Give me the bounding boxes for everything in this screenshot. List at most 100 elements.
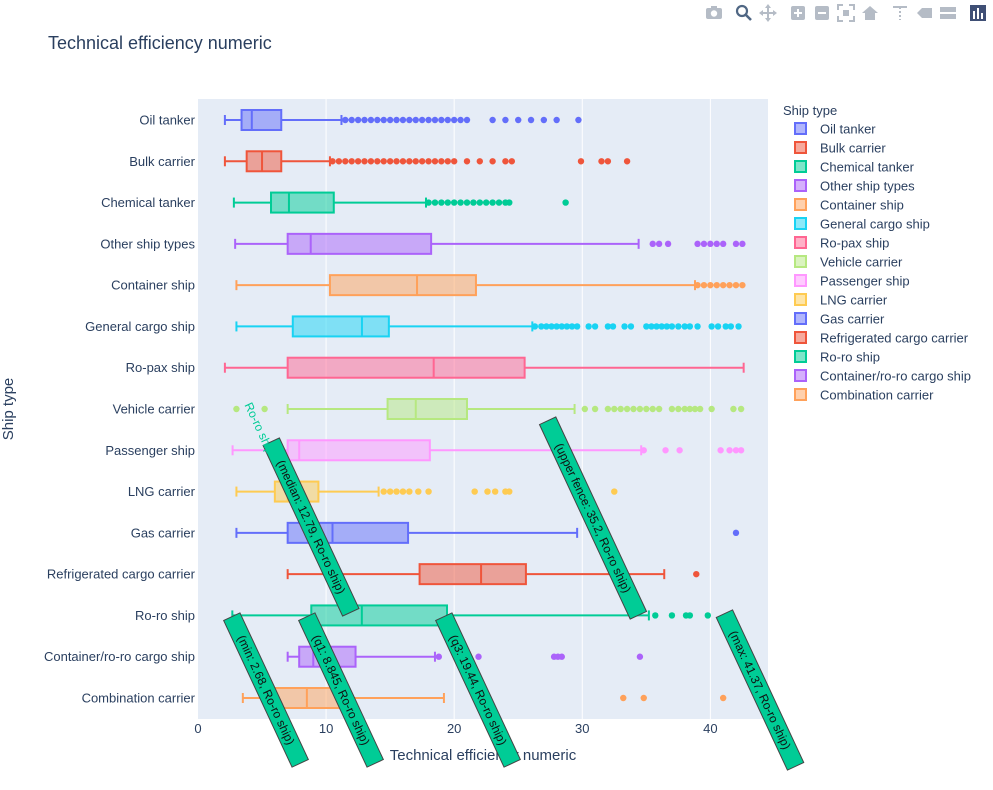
legend-swatch [794, 179, 807, 192]
legend-item[interactable]: Ro-ro ship [794, 350, 880, 365]
legend-item[interactable]: Container/ro-ro cargo ship [794, 369, 971, 384]
y-tick-label: Combination carrier [82, 691, 196, 706]
legend-label: Container/ro-ro cargo ship [820, 369, 971, 384]
hover-compare-icon [940, 7, 956, 19]
outlier-point [623, 158, 631, 165]
legend-item[interactable]: Gas carrier [794, 312, 885, 327]
outlier-point [393, 488, 400, 495]
legend-item[interactable]: Other ship types [794, 179, 915, 194]
x-tick-label: 0 [194, 721, 201, 736]
outlier-point [708, 405, 715, 413]
outlier-point [730, 405, 737, 413]
outlier-point [681, 405, 688, 413]
outlier-point [575, 116, 582, 124]
box-trace [233, 398, 745, 420]
outlier-point [627, 323, 635, 330]
outlier-point [591, 405, 599, 413]
hover-closest-button[interactable] [913, 2, 935, 24]
outlier-point [538, 323, 545, 330]
outlier-point [664, 240, 672, 248]
outlier-point [431, 116, 439, 124]
outlier-point [640, 447, 647, 454]
outlier-point [694, 281, 701, 289]
legend-label: Bulk carrier [820, 141, 886, 156]
outlier-point [540, 116, 548, 124]
camera-button[interactable] [703, 2, 725, 24]
legend-swatch [794, 274, 807, 287]
hover-label-box [222, 612, 310, 768]
zoom-button[interactable] [733, 2, 755, 24]
outlier-point [450, 116, 458, 124]
zoom-in-icon [791, 6, 805, 20]
spike-lines-button[interactable] [889, 2, 911, 24]
modebar-group [889, 2, 959, 24]
outlier-point [463, 158, 471, 165]
outlier-point [431, 199, 439, 206]
x-axis-title: Technical efficiency numeric [390, 747, 577, 764]
outlier-point [694, 323, 701, 330]
outlier-point [693, 570, 700, 578]
outlier-point [732, 240, 740, 248]
outlier-point [406, 488, 413, 495]
outlier-point [737, 405, 745, 413]
outlier-point [380, 116, 387, 124]
outlier-point [438, 199, 445, 206]
outlier-point [681, 323, 688, 330]
legend-item[interactable]: Oil tanker [794, 122, 876, 137]
outlier-point [438, 158, 445, 165]
outlier-point [354, 116, 362, 124]
outlier-point [361, 116, 368, 124]
legend-item[interactable]: General cargo ship [794, 217, 930, 232]
outlier-point [495, 199, 503, 206]
outlier-point [714, 323, 722, 330]
outlier-point [489, 199, 496, 206]
outlier-point [444, 158, 451, 165]
outlier-point [643, 405, 650, 413]
outlier-point [598, 158, 605, 165]
autoscale-button[interactable] [835, 2, 857, 24]
hover-compare-button[interactable] [937, 2, 959, 24]
legend-item[interactable]: Bulk carrier [794, 141, 886, 156]
outlier-point [719, 281, 727, 289]
outlier-point [668, 323, 676, 330]
legend-swatch [794, 236, 807, 249]
outlier-point [604, 405, 612, 413]
outlier-point [335, 158, 343, 165]
zoom-out-button[interactable] [811, 2, 833, 24]
outlier-point [617, 405, 624, 413]
y-tick-label: Other ship types [100, 236, 195, 251]
outlier-point [722, 323, 729, 330]
y-tick-label: Vehicle carrier [113, 402, 196, 417]
outlier-point [726, 447, 733, 454]
outlier-point [623, 405, 631, 413]
legend-item[interactable]: LNG carrier [794, 293, 888, 308]
legend-item[interactable]: Passenger ship [794, 274, 910, 289]
y-tick-label: Container ship [111, 278, 195, 293]
outlier-point [707, 240, 714, 248]
outlier-point [380, 158, 387, 165]
legend-item[interactable]: Vehicle carrier [794, 255, 903, 270]
outlier-point [418, 158, 426, 165]
plotly-logo-button[interactable] [967, 2, 989, 24]
legend-item[interactable]: Chemical tanker [794, 160, 915, 175]
legend-item[interactable]: Ro-pax ship [794, 236, 889, 251]
outlier-point [386, 158, 394, 165]
legend-item[interactable]: Refrigerated cargo carrier [794, 331, 969, 346]
outlier-point [732, 447, 740, 454]
box-trace [234, 232, 746, 255]
outlier-point [406, 158, 413, 165]
legend-item[interactable]: Container ship [794, 198, 904, 213]
outlier-point [609, 323, 617, 330]
legend-label: Ro-ro ship [820, 350, 880, 365]
home-button[interactable] [859, 2, 881, 24]
pan-button[interactable] [757, 2, 779, 24]
outlier-point [739, 240, 746, 248]
outlier-point [386, 116, 394, 124]
legend-item[interactable]: Combination carrier [794, 388, 934, 403]
zoom-in-button[interactable] [787, 2, 809, 24]
legend-swatch [794, 141, 807, 154]
iqr-box [240, 109, 283, 131]
box-trace [286, 563, 700, 586]
outlier-point [425, 199, 432, 206]
outlier-point [686, 612, 694, 619]
